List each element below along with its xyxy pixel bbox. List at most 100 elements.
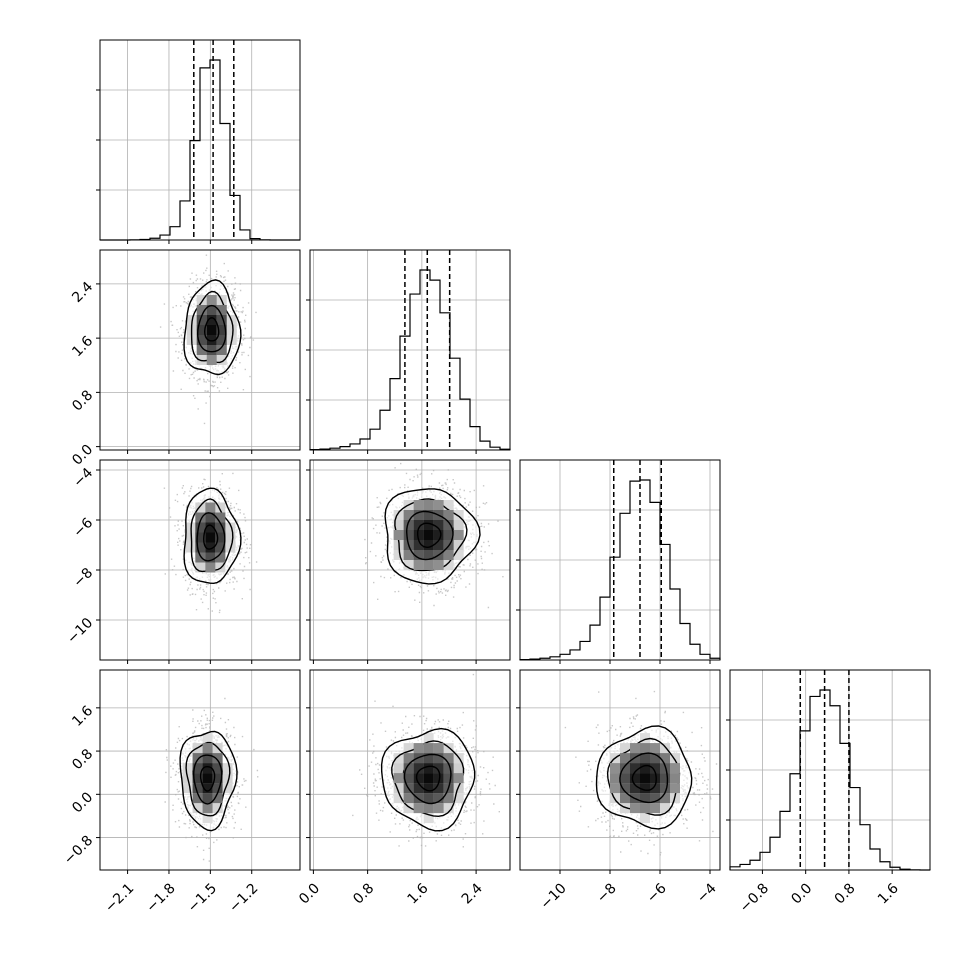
density-core xyxy=(206,305,217,315)
density-core xyxy=(433,560,444,570)
density-core xyxy=(650,783,660,794)
density-core xyxy=(413,530,424,540)
scatter-panel-0-2 xyxy=(99,459,301,661)
density-core xyxy=(423,783,434,794)
histogram-panel-0 xyxy=(96,39,301,241)
density-core xyxy=(413,500,424,510)
density-core xyxy=(640,783,650,794)
x-tick-label-0-0: −2.1 xyxy=(102,880,137,915)
y-tick-label-2-0: −10 xyxy=(64,615,96,647)
density-core xyxy=(650,773,660,784)
density-core xyxy=(423,763,434,774)
density-core xyxy=(433,540,444,550)
density-core xyxy=(403,773,414,784)
density-core xyxy=(196,345,207,355)
y-tick-label-3-1: 0.0 xyxy=(69,789,96,816)
panel-frame xyxy=(99,669,301,871)
density-core xyxy=(195,552,206,563)
density-core xyxy=(670,763,680,774)
inner-contour-1 xyxy=(199,766,216,792)
density-core xyxy=(212,783,223,794)
density-core xyxy=(610,763,620,774)
density-core xyxy=(443,793,454,804)
x-tick-label-0-1: −1.8 xyxy=(143,880,178,915)
density-core xyxy=(650,793,660,804)
x-tick-label-3-3: 1.6 xyxy=(875,880,902,907)
density-core xyxy=(196,325,207,335)
scatter-inner xyxy=(310,670,510,870)
density-core xyxy=(215,532,226,543)
density-core xyxy=(206,355,217,365)
density-core xyxy=(453,530,464,540)
density-core xyxy=(433,803,444,814)
inner-contour-1 xyxy=(417,522,442,549)
scatter-points xyxy=(159,254,257,425)
density-core xyxy=(423,500,434,510)
density-core xyxy=(660,763,670,774)
density-core xyxy=(212,763,223,774)
density-core xyxy=(403,520,414,530)
density-core xyxy=(443,550,454,560)
density-core xyxy=(423,510,434,520)
density-core xyxy=(393,530,404,540)
density-core xyxy=(423,520,434,530)
density-core xyxy=(413,540,424,550)
density-core xyxy=(423,773,434,784)
density-core xyxy=(205,532,216,543)
histogram-step-0 xyxy=(100,59,300,241)
density-core xyxy=(433,753,444,764)
x-tick-label-0-3: −1.2 xyxy=(226,880,261,915)
contour-1 xyxy=(190,290,234,364)
inner-contour-1 xyxy=(631,764,657,791)
density-core xyxy=(212,793,223,804)
y-tick-label-1-3: 2.4 xyxy=(69,279,96,306)
density-core xyxy=(620,783,630,794)
y-tick-label-1-1: 0.8 xyxy=(69,387,96,414)
density-core xyxy=(413,520,424,530)
inner-contour-0 xyxy=(619,752,669,804)
inner-contour-0 xyxy=(403,753,452,805)
y-tick-label-1-0: 0.0 xyxy=(69,442,96,469)
density-core xyxy=(195,542,206,553)
density-core xyxy=(433,763,444,774)
density-core xyxy=(650,803,660,814)
density-core xyxy=(630,763,640,774)
density-core xyxy=(660,753,670,764)
density-core xyxy=(423,560,434,570)
density-core xyxy=(195,532,206,543)
density-core xyxy=(640,763,650,774)
scatter-inner xyxy=(520,670,720,870)
inner-contour-0 xyxy=(192,754,223,805)
density-core xyxy=(413,743,424,754)
density-core xyxy=(403,763,414,774)
density-core xyxy=(433,743,444,754)
density-core xyxy=(393,773,404,784)
density-core xyxy=(610,773,620,784)
density-core xyxy=(443,753,454,764)
density-core xyxy=(620,753,630,764)
density-core xyxy=(206,315,217,325)
density-core xyxy=(413,560,424,570)
density-core xyxy=(205,522,216,533)
inner-contour-1 xyxy=(415,765,441,792)
density-core xyxy=(403,753,414,764)
density-core xyxy=(423,803,434,814)
density-core xyxy=(215,552,226,563)
density-core xyxy=(620,773,630,784)
density-core xyxy=(650,753,660,764)
scatter-inner xyxy=(310,460,510,660)
panel-frame xyxy=(309,669,511,871)
density-core xyxy=(192,763,203,774)
density-core xyxy=(650,763,660,774)
density-core xyxy=(443,773,454,784)
y-tick-label-2-1: −8 xyxy=(70,565,96,591)
density-core xyxy=(630,803,640,814)
histogram-panel-3 xyxy=(726,669,931,871)
x-tick-label-3-1: 0.0 xyxy=(788,880,815,907)
density-core xyxy=(216,325,227,335)
density-core xyxy=(192,793,203,804)
scatter-inner xyxy=(100,460,300,660)
density-core xyxy=(215,522,226,533)
density-core xyxy=(215,542,226,553)
panel-frame xyxy=(729,669,931,871)
